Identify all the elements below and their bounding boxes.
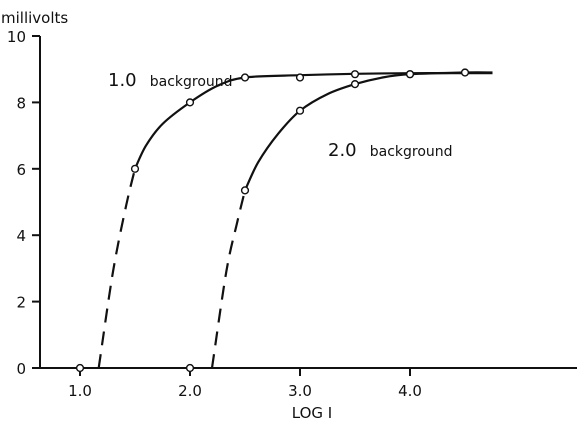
series-label-1-main: 1.0 (108, 70, 137, 91)
series-1-dashed-line (97, 168, 137, 369)
y-tick-label: 2 (16, 294, 26, 312)
series-2-point (405, 70, 415, 79)
series-label-2-main: 2.0 (328, 140, 357, 161)
series-2-point (350, 80, 360, 89)
series-label-1-rest: background (150, 74, 233, 90)
y-tick-label: 10 (7, 28, 26, 46)
x-tick-label: 2.0 (178, 382, 202, 400)
series-2-point (240, 186, 250, 195)
x-tick-label: 3.0 (288, 382, 312, 400)
y-axis-title: millivolts (1, 9, 68, 27)
x-tick-label: 1.0 (68, 382, 92, 400)
series-1-point (295, 73, 305, 82)
series-2-dashed-line (210, 190, 247, 369)
y-tick-label: 0 (16, 360, 26, 378)
y-tick-label: 6 (16, 161, 26, 179)
series-2-point (460, 68, 470, 77)
series-label-2: 2.0 background (328, 140, 453, 161)
series-2-point (295, 106, 305, 115)
series-1-point (240, 73, 250, 82)
series-2-line (244, 71, 493, 191)
x-axis-title: LOG I (292, 404, 332, 422)
series-1-point (130, 164, 140, 173)
series-label-2-rest: background (370, 144, 453, 160)
series-2-point (185, 363, 195, 373)
y-tick-label: 4 (16, 227, 26, 245)
series-1-point (350, 70, 360, 79)
data-points (75, 68, 470, 373)
curves (97, 71, 493, 369)
x-tick-label: 4.0 (398, 382, 422, 400)
series-label-1: 1.0 background (108, 70, 233, 91)
series-1-point (75, 363, 85, 373)
series-1-point (185, 98, 195, 107)
y-tick-label: 8 (16, 94, 26, 112)
